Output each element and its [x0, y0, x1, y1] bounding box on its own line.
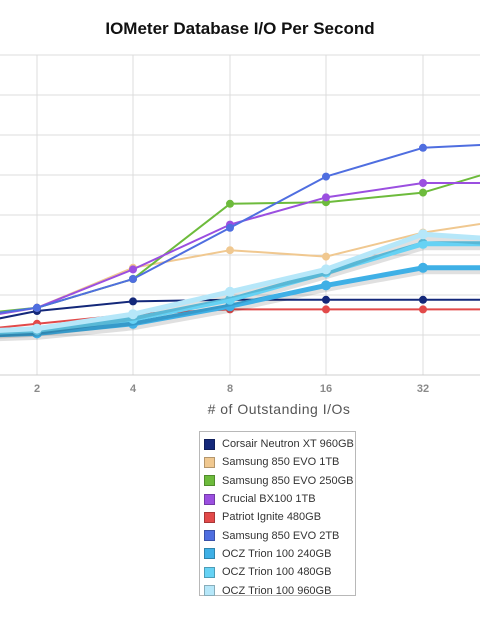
legend-item: Crucial BX100 1TB	[200, 490, 355, 508]
data-point	[226, 199, 234, 208]
data-point	[32, 323, 42, 334]
data-point	[419, 143, 427, 152]
legend-item: Samsung 850 EVO 1TB	[200, 453, 355, 471]
legend-swatch	[204, 475, 215, 487]
x-tick-label: 32	[417, 383, 429, 395]
legend-swatch	[204, 585, 215, 597]
data-point	[225, 294, 235, 305]
data-point	[129, 275, 137, 283]
series-5	[0, 143, 480, 314]
x-axis-title: # of Outstanding I/Os	[208, 401, 351, 417]
data-point	[418, 238, 428, 249]
legend-label: Samsung 850 EVO 2TB	[222, 529, 340, 542]
legend-label: OCZ Trion 100 480GB	[222, 566, 332, 579]
x-tick-label: 8	[227, 383, 233, 395]
data-point	[322, 172, 330, 181]
data-point	[322, 305, 330, 314]
legend-label: Samsung 850 EVO 1TB	[222, 456, 340, 469]
x-tick-label: 2	[34, 383, 40, 395]
legend-swatch	[204, 566, 215, 578]
legend-label: Crucial BX100 1TB	[222, 493, 316, 506]
data-point	[226, 246, 234, 255]
data-point	[419, 305, 427, 314]
data-point	[419, 295, 427, 304]
data-point	[322, 252, 330, 261]
data-point	[419, 179, 427, 187]
data-point	[419, 188, 427, 197]
legend-swatch	[204, 456, 215, 468]
legend: Corsair Neutron XT 960GB Samsung 850 EVO …	[199, 431, 356, 599]
data-point	[321, 280, 331, 291]
legend-swatch	[204, 548, 215, 560]
data-point	[226, 223, 234, 232]
chart-title: IOMeter Database I/O Per Second	[105, 19, 375, 38]
legend-swatch	[204, 511, 215, 523]
legend-item: Patriot Ignite 480GB	[200, 508, 355, 526]
chart-plot-area: 2 4 8 16 32 # of Outstanding I/Os	[0, 54, 480, 417]
legend-item: OCZ Trion 100 240GB	[200, 545, 355, 563]
legend-item: Samsung 850 EVO 2TB	[200, 526, 355, 544]
data-point	[321, 264, 331, 275]
x-tick-label: 16	[320, 383, 332, 395]
legend-label: OCZ Trion 100 960GB	[222, 584, 332, 597]
data-point	[225, 286, 235, 297]
data-point	[418, 262, 428, 273]
legend-label: Corsair Neutron XT 960GB	[222, 438, 354, 451]
legend-item: Samsung 850 EVO 250GB	[200, 472, 355, 490]
legend-label: Patriot Ignite 480GB	[222, 511, 322, 524]
data-point	[418, 229, 428, 240]
data-point	[322, 295, 330, 304]
legend-label: Samsung 850 EVO 250GB	[222, 474, 354, 487]
legend-item: OCZ Trion 100 960GB	[200, 581, 355, 599]
x-tick-label: 4	[130, 383, 137, 395]
data-point	[128, 309, 138, 320]
legend-label: OCZ Trion 100 240GB	[222, 547, 332, 560]
data-point	[33, 303, 41, 312]
data-point	[129, 297, 137, 306]
series-layer	[0, 143, 480, 342]
legend-swatch	[204, 493, 215, 505]
legend-swatch	[204, 438, 215, 450]
legend-item: OCZ Trion 100 480GB	[200, 563, 355, 581]
series-8	[0, 229, 480, 337]
data-point	[322, 193, 330, 202]
data-point	[129, 265, 137, 274]
legend-swatch	[204, 530, 215, 542]
x-tick-labels: 2 4 8 16 32	[34, 383, 429, 395]
legend-item: Corsair Neutron XT 960GB	[200, 435, 355, 453]
